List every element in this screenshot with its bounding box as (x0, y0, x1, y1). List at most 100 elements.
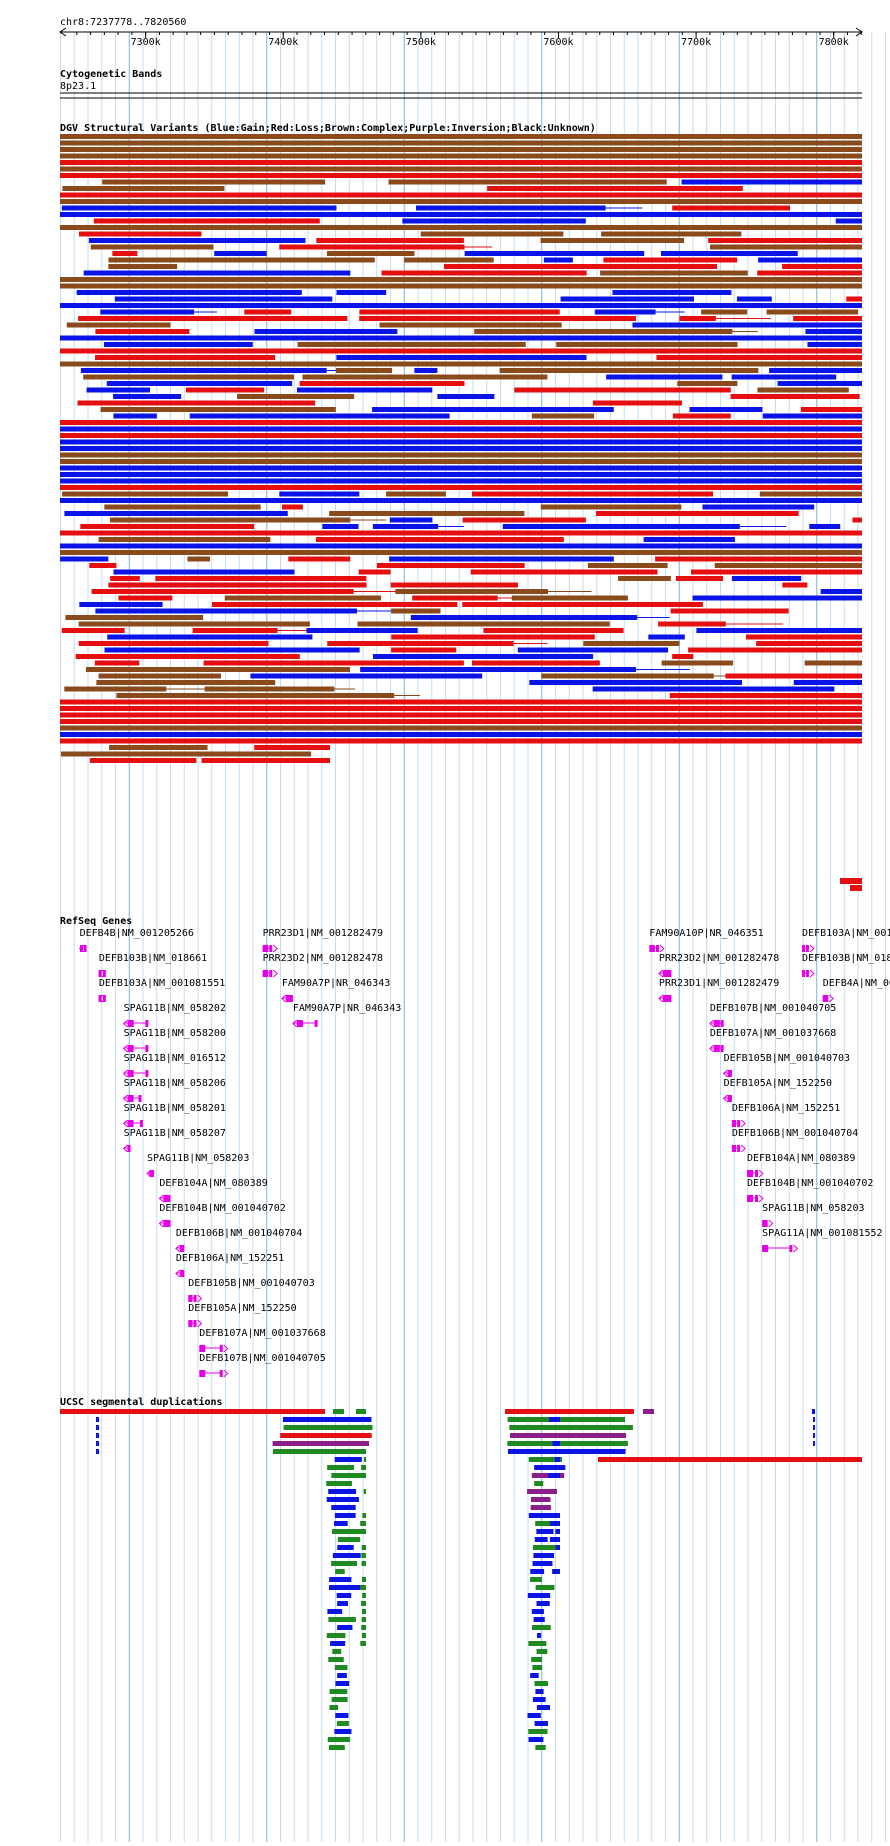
dgv-variant[interactable] (472, 491, 714, 497)
dgv-variant[interactable] (696, 628, 862, 633)
dgv-variant[interactable] (420, 231, 564, 237)
refseq-gene[interactable]: DEFB104B|NM_001040702 (747, 1178, 873, 1203)
refseq-gene[interactable]: DEFB106B|NM_001040704 (175, 1228, 302, 1253)
dgv-variant[interactable] (540, 238, 685, 243)
segdup-feature[interactable] (536, 1529, 554, 1534)
dgv-variant[interactable] (60, 732, 862, 737)
dgv-variant[interactable] (692, 595, 862, 601)
dgv-variant[interactable] (89, 563, 117, 568)
dgv-variant[interactable] (95, 329, 190, 334)
dgv-variant[interactable] (60, 446, 862, 451)
dgv-variant[interactable] (502, 524, 740, 529)
segdup-feature[interactable] (363, 1457, 366, 1462)
dgv-variant[interactable] (389, 556, 614, 562)
segdup-feature[interactable] (552, 1569, 560, 1574)
dgv-variant[interactable] (118, 595, 173, 601)
segdup-feature[interactable] (356, 1409, 366, 1414)
segdup-feature[interactable] (361, 1601, 366, 1606)
dgv-variant[interactable] (804, 660, 862, 666)
dgv-variant[interactable] (61, 628, 125, 633)
refseq-gene[interactable]: DEFB107A|NM_001037668 (709, 1028, 836, 1053)
segdup-feature[interactable] (528, 1729, 548, 1734)
refseq-gene[interactable]: SPAG11B|NM_058207 (122, 1128, 226, 1153)
segdup-feature[interactable] (328, 1489, 357, 1494)
segdup-feature[interactable] (361, 1449, 366, 1454)
dgv-variant[interactable] (540, 504, 682, 510)
dgv-variant[interactable] (437, 394, 495, 399)
dgv-variant[interactable] (62, 186, 225, 191)
dgv-variant[interactable] (412, 595, 498, 601)
dgv-variant[interactable] (62, 491, 229, 497)
segdup-feature[interactable] (337, 1673, 347, 1678)
dgv-variant[interactable] (60, 459, 862, 464)
segdup-feature[interactable] (551, 1513, 560, 1518)
dgv-variant[interactable] (782, 264, 862, 269)
dgv-variant[interactable] (592, 686, 835, 692)
dgv-variant[interactable] (102, 179, 326, 185)
segdup-feature[interactable] (329, 1577, 352, 1582)
dgv-variant[interactable] (244, 309, 292, 315)
dgv-variant[interactable] (759, 491, 862, 497)
segdup-feature[interactable] (532, 1697, 546, 1702)
segdup-feature[interactable] (535, 1689, 544, 1694)
segdup-feature[interactable] (527, 1593, 551, 1598)
dgv-variant[interactable] (807, 342, 862, 347)
dgv-variant[interactable] (60, 706, 862, 711)
segdup-feature[interactable] (535, 1745, 546, 1750)
dgv-variant[interactable] (404, 257, 494, 263)
segdup-feature[interactable] (555, 1529, 560, 1534)
dgv-variant[interactable] (60, 173, 862, 178)
segdup-feature[interactable] (548, 1473, 560, 1478)
segdup-feature[interactable] (813, 1441, 815, 1446)
segdup-feature[interactable] (531, 1609, 544, 1614)
segdup-feature[interactable] (334, 1729, 352, 1734)
refseq-gene[interactable]: DEFB104A|NM_080389 (158, 1178, 268, 1203)
dgv-variant[interactable] (390, 582, 519, 588)
segdup-feature[interactable] (534, 1537, 548, 1542)
dgv-variant[interactable] (391, 647, 457, 653)
dgv-variant[interactable] (596, 511, 799, 516)
dgv-variant[interactable] (606, 374, 723, 380)
segdup-feature[interactable] (531, 1473, 565, 1478)
dgv-variant[interactable] (669, 693, 862, 698)
dgv-variant[interactable] (60, 751, 312, 757)
dgv-variant[interactable] (376, 563, 525, 568)
dgv-variant[interactable] (444, 264, 718, 269)
dgv-variant[interactable] (90, 244, 214, 250)
dgv-variant[interactable] (730, 394, 860, 399)
dgv-variant[interactable] (391, 608, 441, 614)
segdup-feature[interactable] (333, 1409, 344, 1414)
dgv-variant[interactable] (464, 251, 645, 256)
dgv-variant[interactable] (656, 355, 862, 360)
refseq-gene[interactable]: DEFB106A|NM_152251 (175, 1253, 284, 1278)
dgv-variant[interactable] (187, 556, 211, 562)
dgv-variant[interactable] (75, 654, 300, 659)
refseq-gene[interactable]: DEFB105B|NM_001040703 (188, 1278, 315, 1303)
dgv-variant[interactable] (108, 582, 367, 588)
dgv-variant[interactable] (395, 589, 548, 594)
dgv-variant[interactable] (643, 537, 735, 542)
dgv-variant[interactable] (60, 725, 862, 731)
segdup-feature[interactable] (530, 1673, 539, 1678)
segdup-feature[interactable] (272, 1449, 365, 1454)
refseq-gene[interactable]: DEFB4A|NM_00 (822, 978, 890, 1003)
dgv-variant[interactable] (462, 517, 586, 523)
dgv-variant[interactable] (60, 147, 862, 152)
dgv-variant[interactable] (388, 179, 667, 185)
dgv-variant[interactable] (600, 270, 748, 276)
segdup-feature[interactable] (330, 1641, 346, 1646)
segdup-feature[interactable] (509, 1425, 633, 1430)
segdup-feature[interactable] (532, 1545, 557, 1550)
dgv-variant[interactable] (189, 413, 450, 419)
dgv-variant[interactable] (612, 290, 732, 295)
dgv-variant[interactable] (113, 413, 157, 419)
dgv-variant[interactable] (359, 316, 636, 321)
segdup-feature[interactable] (532, 1561, 553, 1566)
dgv-variant[interactable] (852, 517, 862, 523)
dgv-variant[interactable] (835, 218, 862, 224)
dgv-variant[interactable] (391, 634, 595, 640)
dgv-variant[interactable] (327, 641, 514, 646)
refseq-gene[interactable]: DEFB103A|NM_001 (802, 928, 890, 953)
segdup-feature[interactable] (332, 1649, 342, 1654)
refseq-gene[interactable]: FAM90A10P|NR_046351 (649, 928, 764, 953)
